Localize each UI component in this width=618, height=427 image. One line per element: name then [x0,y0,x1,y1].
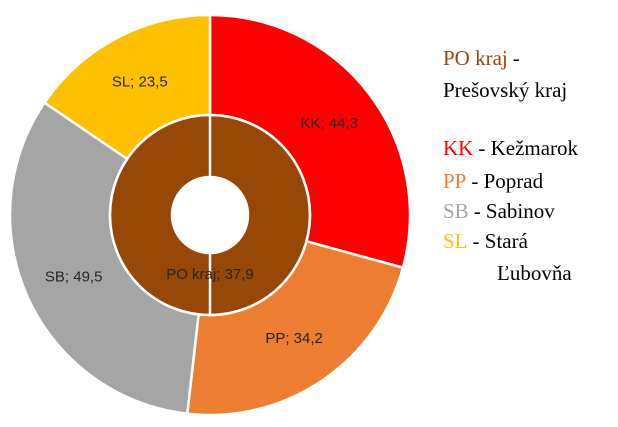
legend-text: - Sabinov [474,199,556,223]
legend-text: - Stará [473,229,529,253]
data-label: PO kraj; 37,9 [166,266,254,283]
legend-entry: PP - Poprad [443,169,544,193]
legend-entry: PO kraj - [443,46,520,70]
data-label: SB; 49,5 [45,269,103,286]
legend-key: SB [443,199,469,223]
legend-key: KK [443,136,473,160]
data-label: PP; 34,2 [265,330,323,347]
legend-key: PP [443,169,466,193]
legend-text: - Poprad [471,169,543,193]
legend-key: SL [443,229,468,253]
donut-slice [108,113,312,317]
legend-key: PO kraj [443,46,508,70]
legend-text: Ľubovňa [497,261,572,285]
legend-text: Prešovský kraj [443,78,567,102]
legend-entry: SB - Sabinov [443,199,555,223]
legend-entry: KK - Kežmarok [443,136,579,160]
data-label: KK; 44,3 [300,115,358,132]
data-label: SL; 23,5 [112,73,168,90]
legend-text: - [513,46,520,70]
legend-entry: SL - Stará [443,229,529,253]
legend-text: - Kežmarok [478,136,578,160]
